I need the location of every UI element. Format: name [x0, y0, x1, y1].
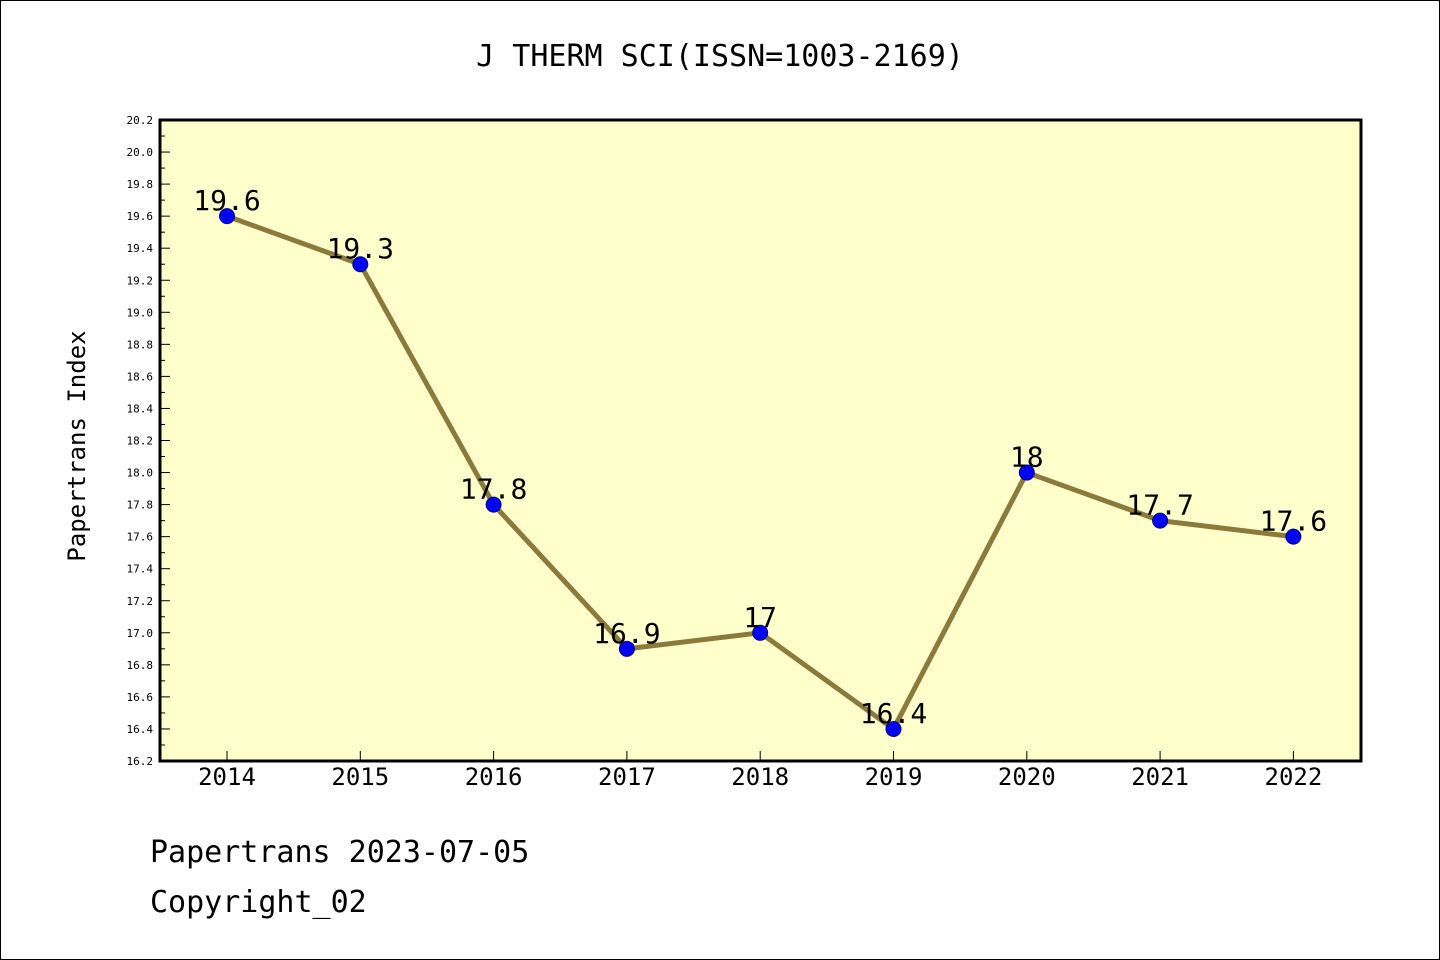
- data-label: 17: [743, 601, 777, 634]
- y-tick-label: 19.2: [127, 274, 154, 287]
- footer-copyright: Copyright_02: [150, 885, 367, 920]
- data-point: [1018, 464, 1035, 481]
- y-tick-label: 19.0: [127, 306, 154, 319]
- data-label: 17.6: [1260, 505, 1327, 538]
- y-tick-label: 17.8: [127, 499, 154, 512]
- y-tick-label: 17.4: [127, 563, 154, 576]
- y-tick-label: 19.8: [127, 178, 154, 191]
- y-tick-label: 18.8: [127, 338, 154, 351]
- data-label: 19.6: [193, 184, 260, 217]
- data-label: 16.9: [593, 617, 660, 650]
- data-point: [219, 208, 235, 225]
- y-tick-label: 18.2: [127, 435, 154, 448]
- y-tick-label: 18.6: [127, 370, 154, 383]
- data-label: 18: [1010, 441, 1044, 474]
- x-tick-label: 2015: [331, 763, 389, 791]
- data-label: 19.3: [327, 232, 394, 265]
- data-label: 17.7: [1126, 489, 1193, 522]
- y-tick-label: 16.6: [127, 691, 154, 704]
- data-point: [885, 720, 902, 737]
- plot-area: [158, 118, 1363, 763]
- data-point: [1152, 512, 1169, 529]
- chart-title: J THERM SCI(ISSN=1003-2169): [476, 39, 964, 74]
- y-tick-label: 16.8: [127, 659, 154, 672]
- x-tick-label: 2017: [598, 763, 656, 791]
- x-axis: 2014 2015 2016 2017 2018 2019 2020 2021 2022: [198, 751, 1322, 791]
- data-label: 16.4: [860, 697, 927, 730]
- y-tick-label: 18.0: [127, 467, 154, 480]
- y-tick-label: 19.6: [127, 210, 154, 223]
- y-axis-label: Papertrans Index: [63, 330, 91, 561]
- data-point: [618, 640, 635, 657]
- y-tick-label: 19.4: [127, 242, 154, 255]
- y-axis: 16.2 16.4 16.6 16.8 17.0 17.2 17.4 17.6 17.8 18.0…: [127, 114, 170, 768]
- footer-date: Papertrans 2023-07-05: [150, 835, 530, 870]
- y-tick-label: 17.6: [127, 531, 154, 544]
- y-tick-label: 16.4: [127, 723, 154, 736]
- y-tick-label: 20.0: [127, 146, 154, 159]
- y-tick-label: 20.2: [127, 114, 154, 127]
- y-tick-label: 17.0: [127, 627, 154, 640]
- x-tick-label: 2020: [998, 763, 1056, 791]
- data-point: [1285, 528, 1302, 545]
- x-tick-label: 2019: [865, 763, 923, 791]
- data-point: [485, 496, 502, 513]
- x-tick-label: 2014: [198, 763, 256, 791]
- data-labels: 19.6 19.3 17.8 16.9 17 16.4 18 17.7 17.6: [193, 184, 1327, 730]
- x-tick-label: 2021: [1131, 763, 1189, 791]
- x-tick-label: 2022: [1265, 763, 1323, 791]
- y-tick-label: 17.2: [127, 595, 154, 608]
- data-point: [752, 624, 769, 641]
- x-tick-label: 2016: [465, 763, 523, 791]
- series-markers: [219, 208, 1302, 737]
- data-point: [352, 256, 369, 273]
- y-tick-label: 16.2: [127, 755, 154, 768]
- x-tick-label: 2018: [731, 763, 789, 791]
- y-tick-label: 18.4: [127, 402, 154, 415]
- data-label: 17.8: [460, 473, 527, 506]
